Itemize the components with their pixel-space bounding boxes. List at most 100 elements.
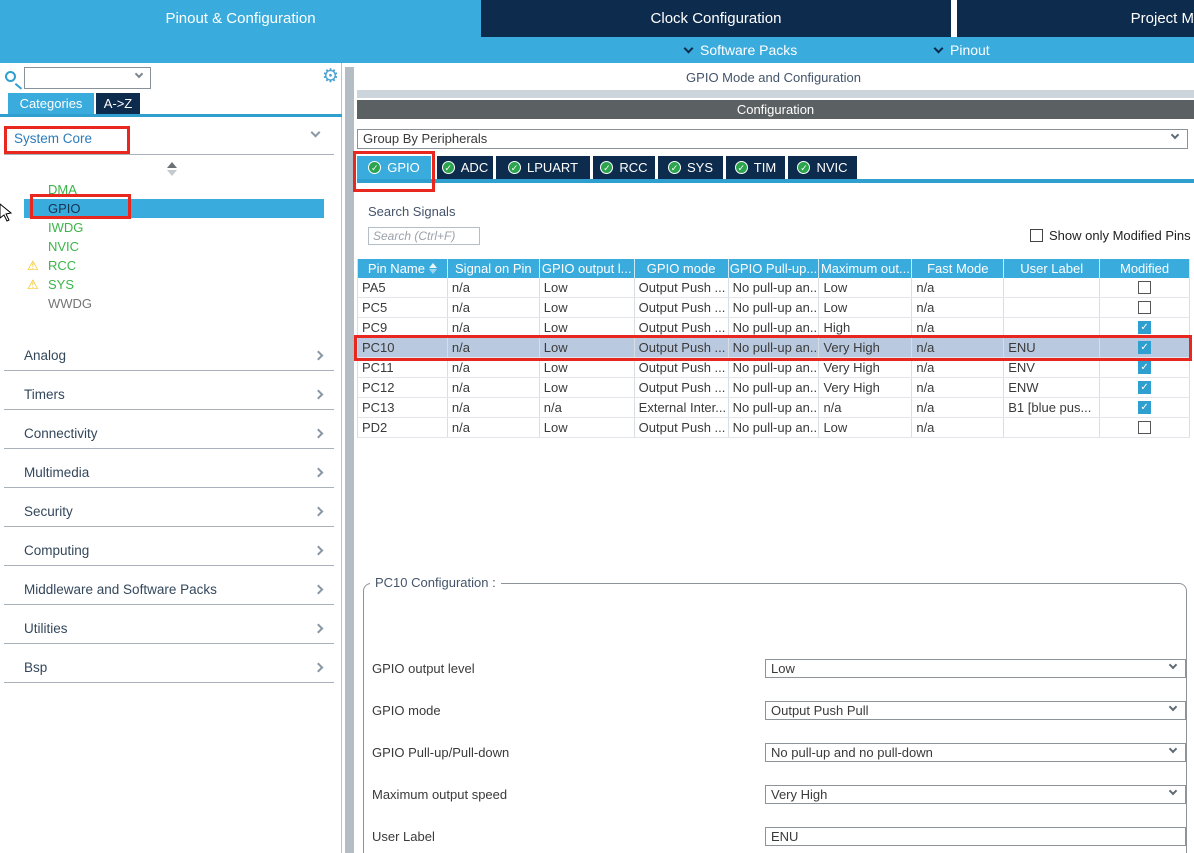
sidebar-category-multimedia[interactable]: Multimedia bbox=[24, 465, 90, 480]
sidebar-category-security[interactable]: Security bbox=[24, 504, 73, 519]
group-by-select[interactable]: Group By Peripherals bbox=[357, 129, 1188, 149]
field-value: Output Push Pull bbox=[771, 703, 869, 718]
column-header-pin-name[interactable]: Pin Name bbox=[358, 259, 448, 278]
modified-checkbox[interactable]: ✓ bbox=[1138, 381, 1152, 394]
modified-checkbox[interactable]: ✓ bbox=[1138, 361, 1152, 374]
cell-modified: ✓ bbox=[1100, 398, 1191, 417]
sidebar-item-wwdg[interactable]: WWDG bbox=[24, 294, 324, 313]
tab-peripheral-lpuart[interactable]: ✓ LPUART bbox=[496, 156, 590, 179]
tab-project-manager[interactable]: Project M bbox=[957, 0, 1194, 37]
cell-gpio-mode: Output Push ... bbox=[635, 418, 729, 437]
tab-clock-configuration[interactable]: Clock Configuration bbox=[481, 0, 951, 37]
modified-checkbox[interactable]: ✓ bbox=[1138, 321, 1152, 334]
column-header-modified[interactable]: Modified bbox=[1100, 259, 1191, 278]
gear-icon[interactable]: ⚙ bbox=[322, 66, 340, 87]
tab-a-z[interactable]: A->Z bbox=[96, 93, 140, 114]
sidebar-category-bsp[interactable]: Bsp bbox=[24, 660, 48, 675]
column-header-label: GPIO output l... bbox=[541, 261, 632, 276]
cell-gpio-mode: Output Push ... bbox=[635, 358, 729, 377]
tab-pinout-configuration[interactable]: Pinout & Configuration bbox=[165, 10, 316, 27]
show-only-modified-checkbox[interactable] bbox=[1030, 228, 1043, 242]
sidebar-category-computing[interactable]: Computing bbox=[24, 543, 90, 558]
chevron-down-icon bbox=[683, 43, 694, 53]
signals-table: Pin Name Signal on Pin GPIO output l... GPI… bbox=[357, 259, 1191, 438]
column-header-gpio-output-l[interactable]: GPIO output l... bbox=[540, 259, 635, 278]
modified-checkbox[interactable] bbox=[1138, 281, 1152, 294]
sidebar-item-nvic[interactable]: NVIC bbox=[24, 237, 324, 256]
peripheral-list: DMA GPIO IWDG NVIC ⚠ RCC ⚠ SYS WWDG bbox=[0, 180, 342, 320]
column-header-signal-on-pin[interactable]: Signal on Pin bbox=[448, 259, 540, 278]
field-gpio-mode-select[interactable]: Output Push Pull bbox=[765, 701, 1186, 720]
cell-user-label bbox=[1004, 278, 1101, 297]
table-row-pc10[interactable]: PC10 n/a Low Output Push ... No pull-up an..… bbox=[358, 338, 1191, 358]
modified-checkbox[interactable] bbox=[1138, 301, 1152, 314]
system-core-header[interactable]: System Core bbox=[14, 131, 93, 146]
sidebar-category-utilities[interactable]: Utilities bbox=[24, 621, 68, 636]
check-badge-icon: ✓ bbox=[797, 161, 811, 174]
configuration-header: Configuration bbox=[357, 100, 1194, 119]
chevron-right-icon bbox=[313, 662, 324, 673]
table-row-pc5[interactable]: PC5 n/a Low Output Push ... No pull-up an...… bbox=[358, 298, 1191, 318]
tab-categories[interactable]: Categories bbox=[8, 93, 94, 114]
column-header-gpio-pull-up[interactable]: GPIO Pull-up... bbox=[729, 259, 820, 278]
modified-checkbox[interactable]: ✓ bbox=[1138, 341, 1152, 354]
cell-gpio-output-l: Low bbox=[540, 378, 635, 397]
sidebar-item-rcc[interactable]: ⚠ RCC bbox=[24, 256, 324, 275]
tab-peripheral-rcc[interactable]: ✓ RCC bbox=[593, 156, 655, 179]
tab-peripheral-gpio[interactable]: ✓ GPIO bbox=[357, 156, 431, 179]
sidebar-category-connectivity[interactable]: Connectivity bbox=[24, 426, 98, 441]
sidebar-item-label: GPIO bbox=[48, 201, 81, 216]
chevron-right-icon bbox=[313, 467, 324, 478]
column-header-maximum-out[interactable]: Maximum out... bbox=[819, 259, 913, 278]
software-packs-toggle[interactable]: Software Packs bbox=[683, 37, 797, 63]
cell-signal-on-pin: n/a bbox=[448, 418, 540, 437]
cell-fast-mode: n/a bbox=[912, 298, 1005, 317]
chevron-down-icon[interactable] bbox=[310, 127, 321, 138]
table-row-pa5[interactable]: PA5 n/a Low Output Push ... No pull-up an...… bbox=[358, 278, 1191, 298]
sidebar-item-gpio[interactable]: GPIO bbox=[24, 199, 324, 218]
table-row-pd2[interactable]: PD2 n/a Low Output Push ... No pull-up an...… bbox=[358, 418, 1191, 438]
chevron-right-icon bbox=[313, 350, 324, 361]
table-row-pc12[interactable]: PC12 n/a Low Output Push ... No pull-up an..… bbox=[358, 378, 1191, 398]
column-header-fast-mode[interactable]: Fast Mode bbox=[912, 259, 1005, 278]
cell-gpio-mode: Output Push ... bbox=[635, 278, 729, 297]
tab-peripheral-tim[interactable]: ✓ TIM bbox=[726, 156, 785, 179]
divider bbox=[4, 565, 334, 566]
sort-icon[interactable] bbox=[167, 162, 177, 176]
sidebar-item-dma[interactable]: DMA bbox=[24, 180, 324, 199]
field-maximum-output-speed-select[interactable]: Very High bbox=[765, 785, 1186, 804]
modified-checkbox[interactable]: ✓ bbox=[1138, 401, 1152, 414]
sidebar-category-analog[interactable]: Analog bbox=[24, 348, 67, 363]
category-list: Analog Timers Connectivity Multimedia Securi… bbox=[0, 348, 342, 748]
cell-user-label: ENU bbox=[1004, 338, 1101, 357]
field-user-label-input[interactable]: ENU bbox=[765, 827, 1186, 846]
divider bbox=[4, 526, 334, 527]
vertical-scrollbar[interactable] bbox=[345, 67, 354, 853]
cell-maximum-out: Low bbox=[819, 298, 913, 317]
tab-peripheral-sys[interactable]: ✓ SYS bbox=[658, 156, 723, 179]
annotation-gpio-tab bbox=[353, 151, 435, 192]
field-gpio-pull-up-pull-down-select[interactable]: No pull-up and no pull-down bbox=[765, 743, 1186, 762]
sidebar-category-timers[interactable]: Timers bbox=[24, 387, 65, 402]
table-row-pc11[interactable]: PC11 n/a Low Output Push ... No pull-up an..… bbox=[358, 358, 1191, 378]
tab-peripheral-adc[interactable]: ✓ ADC bbox=[437, 156, 493, 179]
pinout-toggle[interactable]: Pinout bbox=[933, 37, 990, 63]
field-label-gpio-output-level: GPIO output level bbox=[372, 661, 475, 676]
tab-peripheral-nvic[interactable]: ✓ NVIC bbox=[788, 156, 857, 179]
sidebar-item-iwdg[interactable]: IWDG bbox=[24, 218, 324, 237]
table-row-pc13[interactable]: PC13 n/a n/a External Inter... No pull-up an… bbox=[358, 398, 1191, 418]
column-header-label: Modified bbox=[1120, 261, 1170, 276]
sidebar-search-select[interactable] bbox=[24, 67, 151, 89]
peripheral-tab-label: ADC bbox=[460, 160, 489, 175]
signals-search-input[interactable] bbox=[368, 227, 480, 245]
sidebar: ⚙ Categories A->Z System Core DMA GPIO IWD… bbox=[0, 63, 342, 853]
chevron-right-icon bbox=[313, 623, 324, 634]
field-gpio-output-level-select[interactable]: Low bbox=[765, 659, 1186, 678]
sidebar-category-middleware-and-software-packs[interactable]: Middleware and Software Packs bbox=[24, 582, 217, 597]
column-header-user-label[interactable]: User Label bbox=[1004, 259, 1101, 278]
column-header-gpio-mode[interactable]: GPIO mode bbox=[635, 259, 729, 278]
cell-pin-name: PA5 bbox=[358, 278, 448, 297]
sidebar-item-sys[interactable]: ⚠ SYS bbox=[24, 275, 324, 294]
modified-checkbox[interactable] bbox=[1138, 421, 1152, 434]
cell-gpio-output-l: Low bbox=[540, 278, 635, 297]
